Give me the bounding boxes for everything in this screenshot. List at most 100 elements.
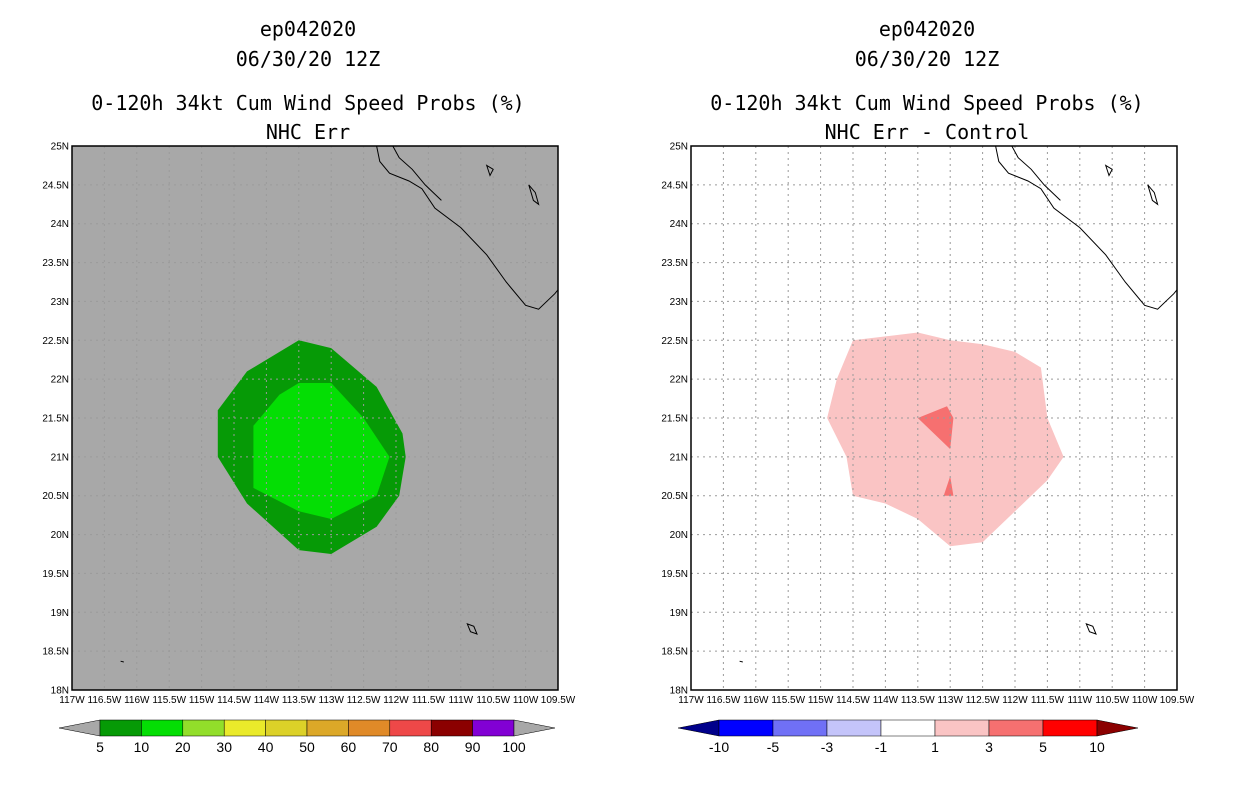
colorbar-box (182, 719, 225, 737)
title-line-1: ep042020 (260, 17, 356, 41)
x-tick-label: 115W (808, 695, 834, 706)
colorbar-label: 70 (382, 739, 398, 755)
y-tick-label: 20.5N (661, 491, 688, 502)
coastline (376, 145, 559, 310)
colorbar-box (718, 719, 774, 737)
y-tick-label: 25N (670, 142, 688, 153)
title-line-3: 0-120h 34kt Cum Wind Speed Probs (%) (710, 91, 1143, 115)
y-tick-label: 23N (670, 297, 688, 308)
x-tick-label: 113.5W (901, 695, 935, 706)
y-tick-label: 20.5N (42, 491, 69, 502)
colorbar-label: 40 (258, 739, 274, 755)
x-tick-label: 114.5W (217, 695, 251, 706)
colorbar-right-arrow (1096, 719, 1139, 737)
coastline (1011, 145, 1061, 201)
x-tick-label: 114W (873, 695, 899, 706)
y-tick-label: 18.5N (661, 647, 688, 658)
plot-frame (690, 145, 1178, 691)
x-tick-label: 111.5W (1031, 695, 1065, 706)
colorbar-label: -5 (767, 739, 780, 755)
colorbar-box (265, 719, 308, 737)
x-tick-label: 115.5W (152, 695, 186, 706)
colorbar-box (141, 719, 184, 737)
x-tick-label: 116W (124, 695, 150, 706)
y-tick-label: 18N (51, 686, 69, 697)
island-outline (1147, 184, 1159, 206)
y-tick-label: 21.5N (42, 414, 69, 425)
colorbar-label: 1 (931, 739, 939, 755)
y-tick-label: 18.5N (42, 647, 69, 658)
x-tick-label: 115W (189, 695, 215, 706)
x-tick-label: 113.5W (282, 695, 316, 706)
y-tick-label: 25N (51, 142, 69, 153)
x-tick-label: 111W (448, 695, 473, 706)
x-tick-label: 109.5W (541, 695, 576, 706)
colorbar-label: 50 (299, 739, 315, 755)
colorbar-box (430, 719, 473, 737)
y-tick-label: 20N (670, 530, 688, 541)
y-tick-label: 22.5N (661, 336, 688, 347)
colorbar-box (306, 719, 349, 737)
y-tick-label: 19.5N (42, 569, 69, 580)
colorbar-label: 100 (502, 739, 526, 755)
colorbar-label: 30 (216, 739, 232, 755)
x-tick-label: 112W (1002, 695, 1028, 706)
y-tick-label: 22N (670, 375, 688, 386)
y-tick-label: 24.5N (42, 180, 69, 191)
colorbar-label: 10 (1089, 739, 1105, 755)
x-tick-label: 110.5W (1095, 695, 1129, 706)
colorbar-left-arrow (677, 719, 720, 737)
x-tick-label: 109.5W (1160, 695, 1195, 706)
colorbar-label: 3 (985, 739, 993, 755)
colorbar-label: 90 (465, 739, 481, 755)
x-tick-label: 114W (254, 695, 280, 706)
coastline (392, 145, 442, 201)
y-tick-label: 24N (670, 219, 688, 230)
x-tick-label: 112.5W (966, 695, 1000, 706)
colorbar-box (934, 719, 990, 737)
colorbar-left-arrow (58, 719, 101, 737)
colorbar-box (223, 719, 266, 737)
x-tick-label: 110W (513, 695, 539, 706)
x-tick-label: 117W (59, 695, 85, 706)
island-outline (1085, 623, 1097, 635)
x-tick-label: 116.5W (707, 695, 741, 706)
colorbar-box (1042, 719, 1098, 737)
y-tick-label: 21N (51, 452, 69, 463)
x-tick-label: 110W (1132, 695, 1158, 706)
y-tick-label: 19.5N (661, 569, 688, 580)
title-line-3: 0-120h 34kt Cum Wind Speed Probs (%) (91, 91, 524, 115)
panel-nhc-err-minus-control: ep042020 06/30/20 12Z 0-120h 34kt Cum Wi… (661, 17, 1194, 755)
title-line-1: ep042020 (879, 17, 975, 41)
x-tick-label: 110.5W (476, 695, 510, 706)
title-line-4: NHC Err - Control (825, 120, 1030, 144)
y-tick-label: 21.5N (661, 414, 688, 425)
x-tick-label: 111W (1067, 695, 1092, 706)
x-tick-label: 112.5W (347, 695, 381, 706)
y-tick-label: 24.5N (661, 180, 688, 191)
title-line-2: 06/30/20 12Z (855, 47, 1000, 71)
island-outline (466, 623, 478, 635)
y-tick-label: 23N (51, 297, 69, 308)
x-tick-label: 116.5W (88, 695, 122, 706)
island-outline (739, 660, 743, 663)
x-tick-label: 114.5W (836, 695, 870, 706)
coastline (995, 145, 1178, 310)
contour-3-5 (943, 476, 954, 496)
colorbar-label: -1 (875, 739, 888, 755)
y-tick-label: 18N (670, 686, 688, 697)
colorbar-label: 80 (423, 739, 439, 755)
colorbar-box (389, 719, 432, 737)
y-tick-label: 20N (51, 530, 69, 541)
colorbar-label: 5 (96, 739, 104, 755)
x-tick-label: 113W (319, 695, 345, 706)
y-tick-label: 24N (51, 219, 69, 230)
y-tick-label: 21N (670, 452, 688, 463)
colorbar-box (99, 719, 142, 737)
y-tick-label: 23.5N (42, 258, 69, 269)
x-tick-label: 113W (938, 695, 964, 706)
x-tick-label: 111.5W (412, 695, 446, 706)
y-tick-label: 19N (670, 608, 688, 619)
contour-3-5 (917, 406, 954, 450)
